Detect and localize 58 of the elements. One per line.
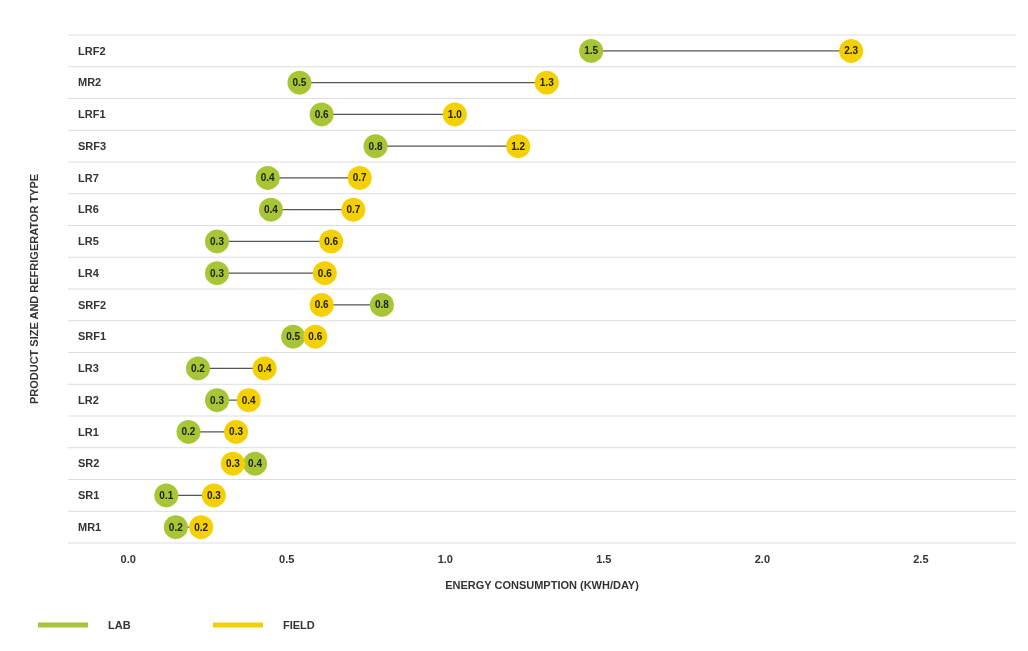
x-tick-label: 0.5 — [279, 553, 295, 565]
data-label: 0.6 — [308, 331, 323, 343]
x-tick-label: 1.5 — [596, 553, 612, 565]
legend-label: LAB — [108, 618, 131, 631]
data-label: 0.4 — [248, 458, 263, 470]
y-tick-label: LR4 — [78, 266, 100, 279]
data-label: 0.3 — [206, 489, 222, 501]
data-label: 0.7 — [346, 204, 361, 216]
y-tick-label: LR7 — [78, 171, 99, 184]
y-tick-label: LR2 — [78, 393, 99, 406]
x-tick-label: 1.0 — [437, 553, 453, 565]
x-tick-label: 2.0 — [754, 553, 770, 565]
x-tick-label: 0.0 — [120, 553, 136, 565]
data-label: 0.7 — [352, 172, 368, 184]
y-tick-label: SR2 — [78, 457, 100, 470]
data-label: 1.5 — [584, 45, 599, 57]
data-label: 0.2 — [194, 521, 209, 533]
data-label: 0.5 — [292, 77, 307, 89]
data-label: 0.3 — [210, 394, 225, 406]
data-label: 0.4 — [241, 394, 257, 406]
legend-label: FIELD — [283, 618, 315, 631]
y-tick-label: SRF2 — [78, 298, 107, 311]
y-tick-label: MR1 — [78, 520, 102, 533]
y-tick-label: SRF3 — [78, 139, 107, 152]
data-label: 0.3 — [210, 267, 225, 279]
data-label: 1.0 — [447, 108, 463, 120]
data-label: 0.8 — [368, 140, 383, 152]
x-axis-title: ENERGY CONSUMPTION (KWH/DAY) — [445, 579, 640, 591]
x-tick-label: 2.5 — [913, 553, 929, 565]
y-tick-label: LRF2 — [78, 44, 106, 57]
data-label: 0.4 — [263, 204, 279, 216]
data-label: 0.6 — [324, 235, 339, 247]
y-tick-label: LRF1 — [78, 108, 106, 121]
data-label: 0.6 — [317, 267, 333, 279]
data-label: 0.6 — [314, 299, 330, 311]
y-tick-label: LR1 — [78, 425, 99, 438]
y-tick-label: LR6 — [78, 203, 99, 216]
data-label: 0.8 — [374, 299, 390, 311]
data-label: 0.1 — [159, 489, 174, 501]
y-axis-title: PRODUCT SIZE AND REFRIGERATOR TYPE — [28, 173, 40, 405]
data-label: 0.2 — [168, 521, 184, 533]
data-label: 0.2 — [191, 362, 206, 374]
y-tick-label: LR3 — [78, 362, 99, 375]
data-label: 0.3 — [229, 426, 244, 438]
data-label: 2.3 — [844, 45, 859, 57]
y-tick-label: LR5 — [78, 235, 99, 248]
data-label: 0.4 — [257, 362, 272, 374]
data-label: 0.6 — [314, 108, 330, 120]
y-tick-label: MR2 — [78, 76, 102, 89]
data-label: 0.2 — [181, 426, 196, 438]
y-tick-label: SRF1 — [78, 330, 107, 343]
y-tick-label: SR1 — [78, 489, 100, 502]
data-label: 0.3 — [225, 458, 241, 470]
data-label: 0.3 — [210, 235, 225, 247]
data-label: 1.2 — [511, 140, 526, 152]
data-label: 0.5 — [286, 331, 301, 343]
data-label: 1.3 — [539, 77, 555, 89]
data-label: 0.4 — [260, 172, 276, 184]
